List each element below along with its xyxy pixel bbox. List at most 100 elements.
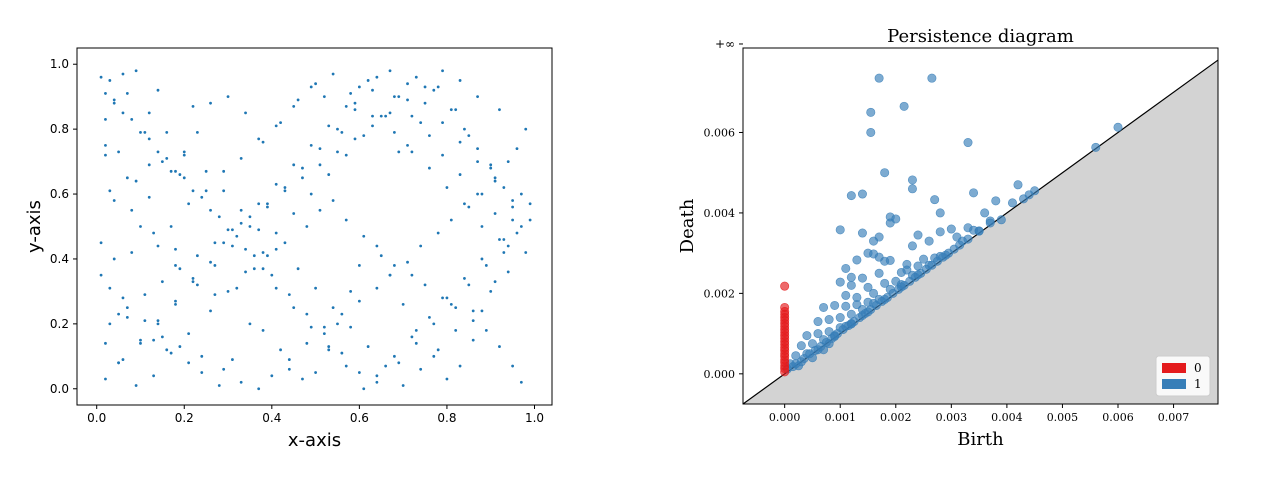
scatter-point — [117, 312, 120, 316]
persistence-point — [869, 288, 879, 298]
scatter-point — [191, 189, 195, 193]
scatter-point — [506, 270, 510, 274]
scatter-point — [292, 105, 296, 108]
scatter-point — [454, 108, 458, 112]
scatter-point — [191, 280, 195, 284]
persistence-point — [907, 241, 917, 251]
scatter-point — [112, 98, 116, 102]
legend-label-1: 1 — [1194, 377, 1202, 391]
scatter-point — [130, 251, 134, 254]
legend-box — [1155, 355, 1211, 397]
scatter-point — [112, 199, 116, 202]
scatter-point — [292, 306, 296, 310]
scatter-point — [419, 244, 423, 248]
scatter-point — [357, 299, 361, 303]
scatter-point — [217, 384, 221, 387]
scatter-point — [476, 95, 479, 99]
scatter-point — [244, 111, 247, 115]
scatter-point — [213, 241, 217, 245]
scatter-point — [327, 345, 331, 348]
scatter-point — [121, 358, 125, 361]
scatter-point — [406, 143, 409, 147]
scatter-point — [160, 160, 164, 163]
scatter-point — [121, 72, 125, 76]
persistence-point — [796, 341, 806, 351]
scatter-point — [143, 130, 147, 134]
scatter-point — [502, 238, 506, 241]
persistence-diagram-chart: 0.000 0.001 0.002 0.003 0.004 0.005 0.006 0.007… — [677, 26, 1219, 450]
scatter-point — [357, 264, 361, 267]
legend-swatch-1 — [1162, 379, 1186, 389]
plot-frame — [76, 47, 553, 406]
persistence-point — [880, 168, 890, 178]
scatter-point — [99, 241, 103, 245]
scatter-point — [331, 199, 335, 202]
scatter-point — [423, 85, 427, 89]
scatter-point — [213, 264, 217, 267]
scatter-point — [441, 69, 444, 73]
persistence-point — [969, 188, 979, 198]
chart-title: Persistence diagram — [887, 26, 1074, 47]
scatter-point — [392, 264, 396, 267]
scatter-point — [139, 341, 142, 345]
scatter-point — [471, 309, 475, 313]
scatter-point — [301, 176, 304, 180]
scatter-point — [125, 92, 129, 95]
x-tick-label: 0.004 — [991, 411, 1023, 424]
scatter-point — [489, 290, 493, 293]
scatter-point — [498, 238, 501, 241]
scatter-point — [104, 143, 107, 147]
scatter-point — [327, 348, 331, 352]
scatter-point — [231, 228, 234, 232]
persistence-point — [841, 301, 851, 311]
scatter-point — [139, 130, 142, 134]
legend-label-0: 0 — [1194, 361, 1202, 375]
scatter-point — [174, 302, 177, 306]
scatter-point — [480, 192, 484, 196]
scatter-point — [222, 367, 226, 371]
scatter-point — [318, 208, 322, 212]
scatter-point — [187, 361, 191, 365]
scatter-point — [493, 212, 497, 215]
scatter-point — [125, 306, 129, 310]
persistence-point — [935, 208, 945, 218]
scatter-point — [156, 319, 160, 323]
scatter-point — [515, 231, 519, 235]
scatter-point — [471, 319, 475, 323]
scatter-point — [314, 286, 317, 290]
scatter-point — [524, 127, 528, 131]
scatter-point — [191, 277, 195, 280]
scatter-point — [314, 371, 317, 374]
persistence-point — [835, 277, 845, 287]
scatter-point — [209, 208, 212, 212]
scatter-point — [125, 176, 129, 180]
scatter-point — [410, 114, 414, 118]
scatter-point — [169, 169, 173, 173]
scatter-point — [322, 95, 326, 99]
scatter-point — [423, 283, 427, 287]
scatter-point — [458, 364, 462, 368]
scatter-point — [287, 293, 291, 297]
plot-frame — [742, 47, 1219, 405]
scatter-point — [524, 251, 528, 254]
scatter-point — [441, 296, 444, 300]
scatter-point — [371, 114, 374, 118]
scatter-point — [410, 273, 414, 277]
scatter-point — [480, 225, 484, 228]
y-tick-label: 0.004 — [704, 207, 736, 220]
scatter-point — [331, 306, 335, 310]
persistence-point — [919, 254, 929, 264]
scatter-point — [195, 130, 199, 134]
scatter-point — [222, 189, 226, 193]
scatter-point — [362, 234, 366, 238]
persistence-point — [1030, 186, 1040, 196]
scatter-point — [388, 273, 392, 277]
scatter-point — [174, 299, 177, 303]
scatter-point — [484, 264, 488, 267]
scatter-point — [480, 257, 484, 261]
scatter-point — [99, 75, 103, 79]
scatter-point — [248, 215, 252, 219]
scatter-point — [104, 92, 107, 95]
scatter-point — [458, 140, 462, 144]
scatter-point — [222, 169, 226, 173]
